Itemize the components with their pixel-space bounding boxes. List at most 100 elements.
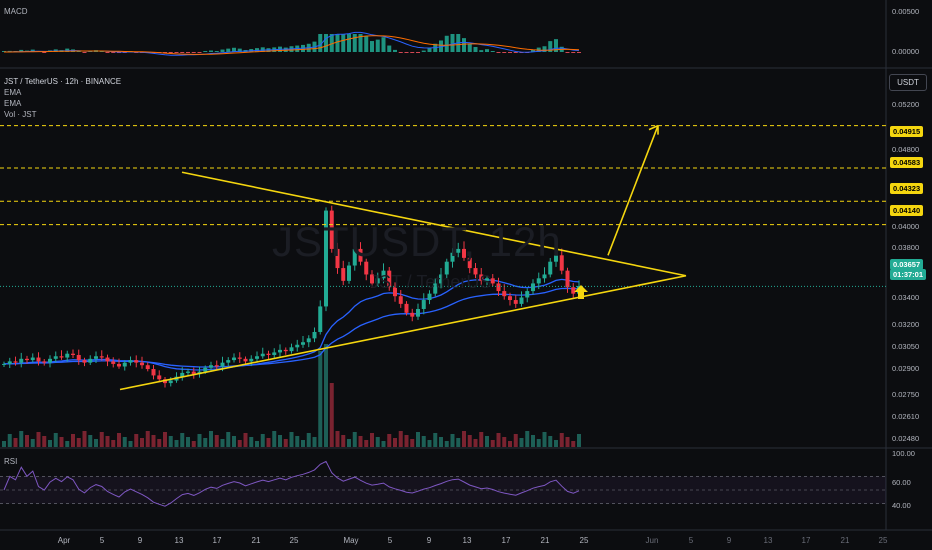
candle-body xyxy=(117,363,121,367)
candle-body xyxy=(358,248,363,262)
candle-body xyxy=(381,270,386,279)
volume-bar xyxy=(404,435,409,447)
volume-bar xyxy=(168,436,173,447)
candle-body xyxy=(456,248,461,253)
volume-bar xyxy=(427,440,432,447)
time-axis-label: 5 xyxy=(99,536,105,545)
volume-bar xyxy=(301,440,305,447)
candle-body xyxy=(450,252,455,262)
macd-title: MACD xyxy=(4,7,28,16)
macd-histogram-bar xyxy=(410,52,415,53)
volume-bar xyxy=(364,440,369,447)
time-axis-label: 5 xyxy=(387,536,393,545)
macd-histogram-bar xyxy=(548,41,553,52)
candle-body xyxy=(542,274,547,279)
volume-bar xyxy=(255,441,259,447)
candle-body xyxy=(105,357,110,362)
volume-bar xyxy=(128,441,133,447)
macd-histogram-bar xyxy=(232,47,236,52)
candle-body xyxy=(404,303,409,313)
time-axis-label: Apr xyxy=(57,536,71,545)
price-axis-label: 0.03050 xyxy=(892,342,920,351)
indicator-volume[interactable]: Vol · JST xyxy=(4,110,37,119)
macd-histogram-bar xyxy=(105,52,110,53)
volume-bar xyxy=(358,436,363,447)
candle-body xyxy=(479,274,484,281)
candle-body xyxy=(19,358,24,363)
macd-histogram-bar xyxy=(542,46,547,52)
macd-histogram-bar xyxy=(370,41,374,52)
volume-bar xyxy=(186,437,190,447)
macd-histogram-bar xyxy=(364,35,369,52)
target-arrow-line xyxy=(607,125,659,256)
volume-bar xyxy=(433,433,438,447)
price-axis-label: 0.02750 xyxy=(892,390,920,399)
candle-body xyxy=(94,356,98,359)
candle-body xyxy=(571,287,576,294)
target-arrowhead xyxy=(648,124,659,135)
volume-bar xyxy=(157,439,162,447)
countdown-tag: 01:37:01 xyxy=(890,269,927,280)
symbol-title[interactable]: JST / TetherUS · 12h · BINANCE xyxy=(4,77,122,86)
candle-body xyxy=(226,360,231,363)
level-tag-2: 0.04323 xyxy=(890,183,924,194)
macd-axis-label: 0.00500 xyxy=(892,7,920,16)
candle-body xyxy=(128,360,133,363)
volume-bar xyxy=(65,441,70,447)
candle-body xyxy=(266,353,271,355)
macd-histogram-bar xyxy=(490,51,495,52)
volume-bar xyxy=(375,437,380,447)
volume-bar xyxy=(531,435,535,447)
support-arrow-icon xyxy=(574,285,588,299)
candle-body xyxy=(30,357,35,361)
currency-button[interactable]: USDT xyxy=(889,74,927,91)
volume-bar xyxy=(479,432,484,447)
price-axis-label: 0.04000 xyxy=(892,222,920,231)
macd-histogram-bar xyxy=(163,52,167,53)
candle-body xyxy=(427,293,432,301)
volume-bar xyxy=(48,440,52,447)
candle-body xyxy=(48,358,52,363)
time-axis-label: 13 xyxy=(763,536,773,545)
volume-bar xyxy=(88,435,93,447)
candle-body xyxy=(157,375,162,380)
macd-histogram-bar xyxy=(42,52,47,53)
volume-bar xyxy=(53,433,58,447)
macd-histogram-bar xyxy=(209,50,213,52)
time-axis-label: 9 xyxy=(137,536,143,545)
volume-bar xyxy=(2,441,6,447)
macd-histogram-bar xyxy=(404,52,409,53)
volume-bar xyxy=(226,432,231,447)
candle-body xyxy=(203,367,208,372)
indicator-ema-1[interactable]: EMA xyxy=(4,88,22,97)
time-axis-label: 13 xyxy=(174,536,184,545)
macd-histogram-bar xyxy=(381,37,386,52)
indicator-ema-2[interactable]: EMA xyxy=(4,99,22,108)
macd-pane xyxy=(2,31,581,56)
candle-body xyxy=(462,248,466,258)
macd-histogram-bar xyxy=(180,52,185,53)
candle-body xyxy=(134,360,139,363)
volume-bar xyxy=(134,434,139,447)
candle-body xyxy=(180,372,185,377)
time-axis-label: 5 xyxy=(688,536,694,545)
price-axis-label: 0.02610 xyxy=(892,412,920,421)
candle-body xyxy=(289,347,294,352)
price-axis-label: 0.04800 xyxy=(892,145,920,154)
volume-bar xyxy=(283,439,288,447)
volume-bar xyxy=(347,439,351,447)
candle-body xyxy=(548,261,553,275)
candle-body xyxy=(508,296,512,301)
candle-body xyxy=(7,361,12,364)
candle-body xyxy=(352,248,357,266)
rsi-axis-label: 60.00 xyxy=(892,478,911,487)
volume-bar xyxy=(324,344,328,447)
volume-bar xyxy=(59,437,64,447)
volume-bar xyxy=(174,440,179,447)
volume-bar xyxy=(473,439,478,447)
macd-histogram-bar xyxy=(393,49,397,52)
volume-bar xyxy=(36,432,41,447)
time-axis-label: 9 xyxy=(426,536,432,545)
candle-body xyxy=(433,283,438,294)
